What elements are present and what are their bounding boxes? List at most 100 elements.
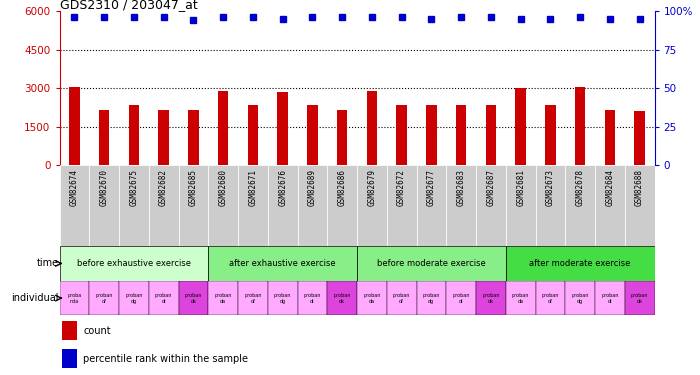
Bar bbox=[595, 281, 624, 315]
Bar bbox=[624, 281, 654, 315]
Bar bbox=[328, 165, 357, 246]
Bar bbox=[426, 105, 437, 165]
Text: after exhaustive exercise: after exhaustive exercise bbox=[230, 259, 336, 268]
Bar bbox=[536, 281, 566, 315]
Text: GSM82678: GSM82678 bbox=[575, 169, 584, 206]
Text: GSM82671: GSM82671 bbox=[248, 169, 258, 206]
Bar bbox=[119, 165, 148, 246]
Text: individual: individual bbox=[11, 293, 59, 303]
Bar bbox=[486, 105, 496, 165]
Bar bbox=[267, 165, 297, 246]
Text: GSM82682: GSM82682 bbox=[159, 169, 168, 206]
Bar bbox=[119, 281, 148, 315]
Text: proban
dg: proban dg bbox=[125, 293, 143, 303]
Text: GSM82684: GSM82684 bbox=[606, 169, 615, 206]
Bar bbox=[416, 165, 447, 246]
Text: GSM82689: GSM82689 bbox=[308, 169, 317, 206]
Bar bbox=[238, 281, 267, 315]
Bar bbox=[386, 165, 416, 246]
Text: proban
dk: proban dk bbox=[333, 293, 351, 303]
Bar bbox=[357, 165, 386, 246]
Bar bbox=[337, 110, 347, 165]
Bar bbox=[505, 281, 536, 315]
Text: GSM82679: GSM82679 bbox=[368, 169, 377, 206]
Text: GSM82677: GSM82677 bbox=[427, 169, 436, 206]
Bar bbox=[238, 165, 267, 246]
Text: GSM82676: GSM82676 bbox=[278, 169, 287, 206]
Text: GSM82683: GSM82683 bbox=[456, 169, 466, 206]
Text: proban
dg: proban dg bbox=[423, 293, 440, 303]
Text: time: time bbox=[36, 258, 59, 268]
Bar bbox=[505, 165, 536, 246]
Text: proban
df: proban df bbox=[542, 293, 559, 303]
Bar bbox=[277, 92, 288, 165]
Bar bbox=[515, 88, 526, 165]
Bar bbox=[148, 165, 178, 246]
Text: after moderate exercise: after moderate exercise bbox=[529, 259, 631, 268]
Text: proban
di: proban di bbox=[304, 293, 321, 303]
Bar bbox=[386, 281, 416, 315]
Text: GSM82687: GSM82687 bbox=[486, 169, 496, 206]
Bar bbox=[357, 281, 386, 315]
Bar bbox=[69, 87, 80, 165]
Bar bbox=[298, 165, 328, 246]
Bar bbox=[248, 105, 258, 165]
Bar bbox=[416, 281, 447, 315]
Text: GSM82680: GSM82680 bbox=[218, 169, 228, 206]
Text: proban
dk: proban dk bbox=[631, 293, 648, 303]
Text: proba
nda: proba nda bbox=[67, 293, 81, 303]
Text: proban
da: proban da bbox=[512, 293, 529, 303]
Text: proban
dg: proban dg bbox=[274, 293, 291, 303]
Text: proban
df: proban df bbox=[393, 293, 410, 303]
Bar bbox=[188, 110, 199, 165]
Bar bbox=[566, 281, 595, 315]
Text: proban
dg: proban dg bbox=[571, 293, 589, 303]
Text: GSM82673: GSM82673 bbox=[546, 169, 555, 206]
Text: GSM82675: GSM82675 bbox=[130, 169, 139, 206]
Bar bbox=[505, 246, 654, 281]
Bar bbox=[267, 281, 297, 315]
Bar bbox=[634, 111, 645, 165]
Text: proban
di: proban di bbox=[155, 293, 172, 303]
Text: GSM82681: GSM82681 bbox=[516, 169, 525, 206]
Bar bbox=[476, 165, 505, 246]
Bar bbox=[62, 321, 78, 340]
Bar bbox=[357, 246, 505, 281]
Text: proban
df: proban df bbox=[95, 293, 113, 303]
Bar bbox=[328, 281, 357, 315]
Text: GSM82670: GSM82670 bbox=[99, 169, 108, 206]
Bar bbox=[60, 165, 90, 246]
Bar bbox=[456, 105, 466, 165]
Bar bbox=[178, 165, 209, 246]
Text: proban
dk: proban dk bbox=[185, 293, 202, 303]
Text: before exhaustive exercise: before exhaustive exercise bbox=[77, 259, 191, 268]
Bar bbox=[209, 281, 238, 315]
Text: before moderate exercise: before moderate exercise bbox=[377, 259, 486, 268]
Bar bbox=[396, 105, 407, 165]
Bar bbox=[298, 281, 328, 315]
Bar bbox=[99, 110, 109, 165]
Text: proban
dk: proban dk bbox=[482, 293, 500, 303]
Bar bbox=[447, 281, 476, 315]
Bar bbox=[218, 91, 228, 165]
Bar bbox=[447, 165, 476, 246]
Bar bbox=[536, 165, 566, 246]
Bar bbox=[605, 110, 615, 165]
Bar bbox=[624, 165, 654, 246]
Bar bbox=[307, 105, 318, 165]
Text: proban
df: proban df bbox=[244, 293, 262, 303]
Bar bbox=[129, 105, 139, 165]
Text: GSM82686: GSM82686 bbox=[337, 169, 346, 206]
Text: count: count bbox=[83, 326, 111, 336]
Bar bbox=[90, 281, 119, 315]
Bar bbox=[566, 165, 595, 246]
Bar bbox=[476, 281, 505, 315]
Text: GDS2310 / 203047_at: GDS2310 / 203047_at bbox=[60, 0, 197, 11]
Text: GSM82672: GSM82672 bbox=[397, 169, 406, 206]
Bar bbox=[62, 349, 78, 368]
Text: percentile rank within the sample: percentile rank within the sample bbox=[83, 354, 248, 364]
Text: proban
di: proban di bbox=[452, 293, 470, 303]
Text: proban
da: proban da bbox=[214, 293, 232, 303]
Text: proban
da: proban da bbox=[363, 293, 381, 303]
Text: proban
di: proban di bbox=[601, 293, 619, 303]
